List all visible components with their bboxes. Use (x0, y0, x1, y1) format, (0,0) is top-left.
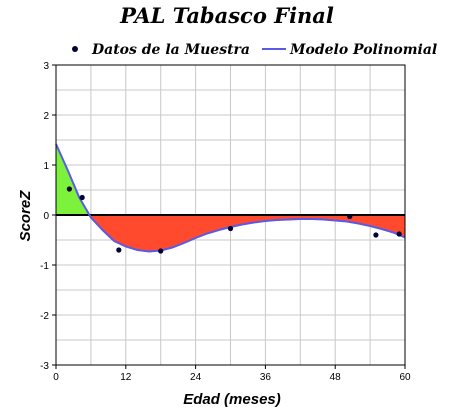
data-point (116, 247, 122, 253)
y-tick-label: 1 (43, 161, 49, 172)
y-tick-label: -3 (40, 361, 49, 372)
x-tick-label: 36 (260, 372, 272, 383)
legend: Datos de la Muestra Modelo Polinomial (72, 42, 437, 58)
x-tick-label: 0 (53, 372, 59, 383)
data-point (158, 248, 164, 254)
negative-area (89, 215, 405, 252)
legend-label-points: Datos de la Muestra (91, 42, 250, 58)
y-tick-label: 3 (43, 61, 49, 72)
y-axis-label: ScoreZ (17, 190, 34, 242)
tick-labels: 0 12 24 36 48 60 3 2 1 0 -1 -2 -3 (40, 61, 411, 383)
legend-label-model: Modelo Polinomial (289, 42, 437, 58)
y-tick-label: 2 (43, 111, 49, 122)
chart-title: PAL Tabasco Final (119, 3, 334, 28)
data-point (373, 232, 379, 238)
x-tick-label: 12 (120, 372, 132, 383)
x-axis-label: Edad (meses) (183, 391, 281, 408)
y-tick-label: -1 (40, 261, 49, 272)
data-point (347, 213, 353, 220)
data-point (227, 225, 234, 232)
area-fills (56, 144, 405, 252)
x-tick-label: 60 (399, 372, 411, 383)
data-point (79, 194, 85, 201)
sample-points-layer (66, 186, 402, 254)
positive-area (56, 144, 90, 215)
data-point (66, 186, 72, 192)
y-tick-label: 0 (43, 211, 49, 222)
data-point (396, 231, 402, 237)
x-tick-label: 24 (190, 372, 202, 383)
x-tick-label: 48 (330, 372, 342, 383)
y-tick-label: -2 (40, 311, 49, 322)
legend-marker-points (72, 46, 78, 52)
plot-frame (55, 64, 406, 366)
